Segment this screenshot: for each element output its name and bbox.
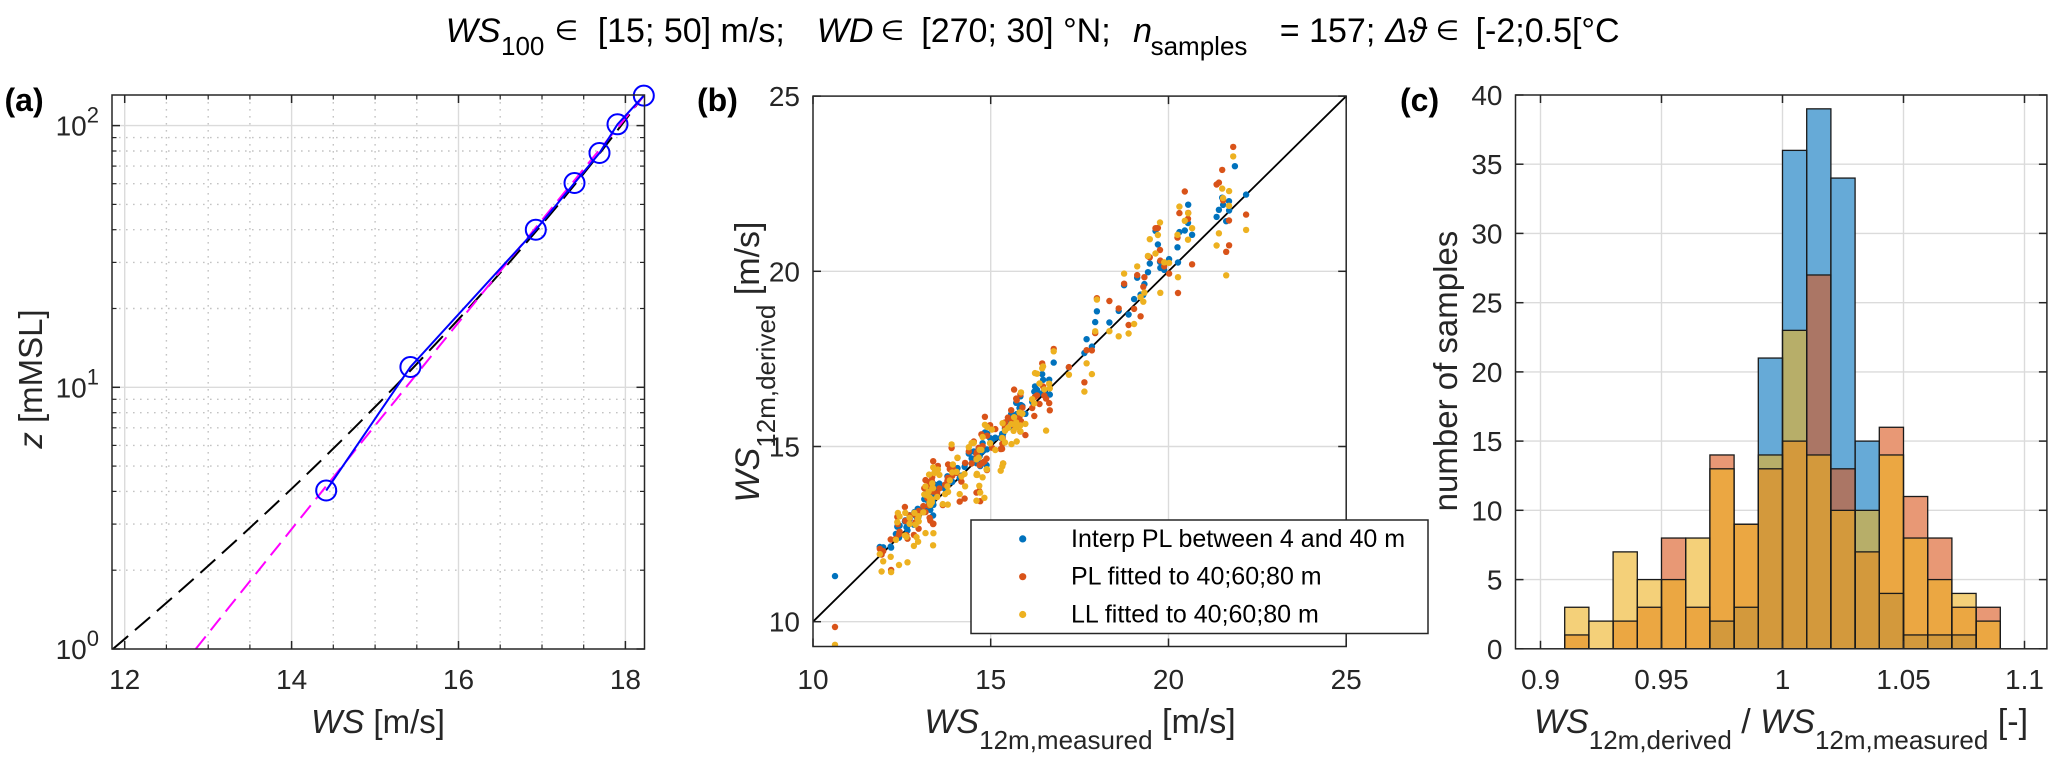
svg-text:(b): (b) <box>697 82 738 118</box>
svg-text:30: 30 <box>1471 218 1502 249</box>
svg-text:18: 18 <box>610 664 641 695</box>
svg-text:Δϑ: Δϑ <box>1384 12 1428 50</box>
svg-text:25: 25 <box>769 81 800 112</box>
svg-text:5: 5 <box>1487 565 1503 596</box>
svg-text:= 157;: = 157; <box>1280 12 1375 50</box>
svg-text:WS12m,measured [m/s]: WS12m,measured [m/s] <box>924 703 1235 755</box>
svg-text:[-2;0.5[°C: [-2;0.5[°C <box>1476 12 1620 50</box>
svg-text:Interp PL between 4 and 40 m: Interp PL between 4 and 40 m <box>1071 525 1405 553</box>
svg-text:samples: samples <box>1151 31 1248 61</box>
svg-text:0.9: 0.9 <box>1521 664 1560 695</box>
svg-text:35: 35 <box>1471 149 1502 180</box>
svg-text:n: n <box>1133 12 1152 50</box>
svg-text:LL fitted to 40;60;80 m: LL fitted to 40;60;80 m <box>1071 601 1319 629</box>
svg-text:15: 15 <box>975 664 1006 695</box>
svg-text:1: 1 <box>1775 664 1791 695</box>
svg-text:12: 12 <box>109 664 140 695</box>
svg-text:(c): (c) <box>1400 82 1439 118</box>
svg-text:(a): (a) <box>5 82 44 118</box>
svg-text:15: 15 <box>769 432 800 463</box>
svg-text:WS: WS <box>446 12 501 50</box>
svg-text:20: 20 <box>1471 357 1502 388</box>
svg-text:25: 25 <box>1471 288 1502 319</box>
svg-text:[270; 30] °N;: [270; 30] °N; <box>921 12 1110 50</box>
svg-text:z [mMSL]: z [mMSL] <box>12 309 49 449</box>
svg-text:10: 10 <box>1471 495 1502 526</box>
svg-text:0: 0 <box>1487 634 1503 665</box>
svg-text:14: 14 <box>276 664 307 695</box>
svg-text:WS12m,derived / WS12m,measured: WS12m,derived / WS12m,measured [-] <box>1534 703 2028 755</box>
svg-text:PL fitted to 40;60;80 m: PL fitted to 40;60;80 m <box>1071 563 1322 591</box>
svg-text:40: 40 <box>1471 80 1502 111</box>
svg-text:25: 25 <box>1331 664 1362 695</box>
svg-text:number of samples: number of samples <box>1427 231 1464 512</box>
svg-text:15: 15 <box>1471 426 1502 457</box>
svg-text:WD: WD <box>817 12 874 50</box>
svg-text:WS [m/s]: WS [m/s] <box>311 703 445 740</box>
svg-text:20: 20 <box>769 256 800 287</box>
svg-text:1.1: 1.1 <box>2005 664 2044 695</box>
svg-text:1.05: 1.05 <box>1876 664 1931 695</box>
svg-text:[15; 50] m/s;: [15; 50] m/s; <box>598 12 785 50</box>
svg-text:20: 20 <box>1153 664 1184 695</box>
svg-text:16: 16 <box>443 664 474 695</box>
svg-text:100: 100 <box>501 31 544 61</box>
svg-text:0.95: 0.95 <box>1634 664 1689 695</box>
svg-text:10: 10 <box>769 607 800 638</box>
svg-text:WS12m,derived [m/s]: WS12m,derived [m/s] <box>729 222 781 503</box>
svg-text:10: 10 <box>797 664 828 695</box>
